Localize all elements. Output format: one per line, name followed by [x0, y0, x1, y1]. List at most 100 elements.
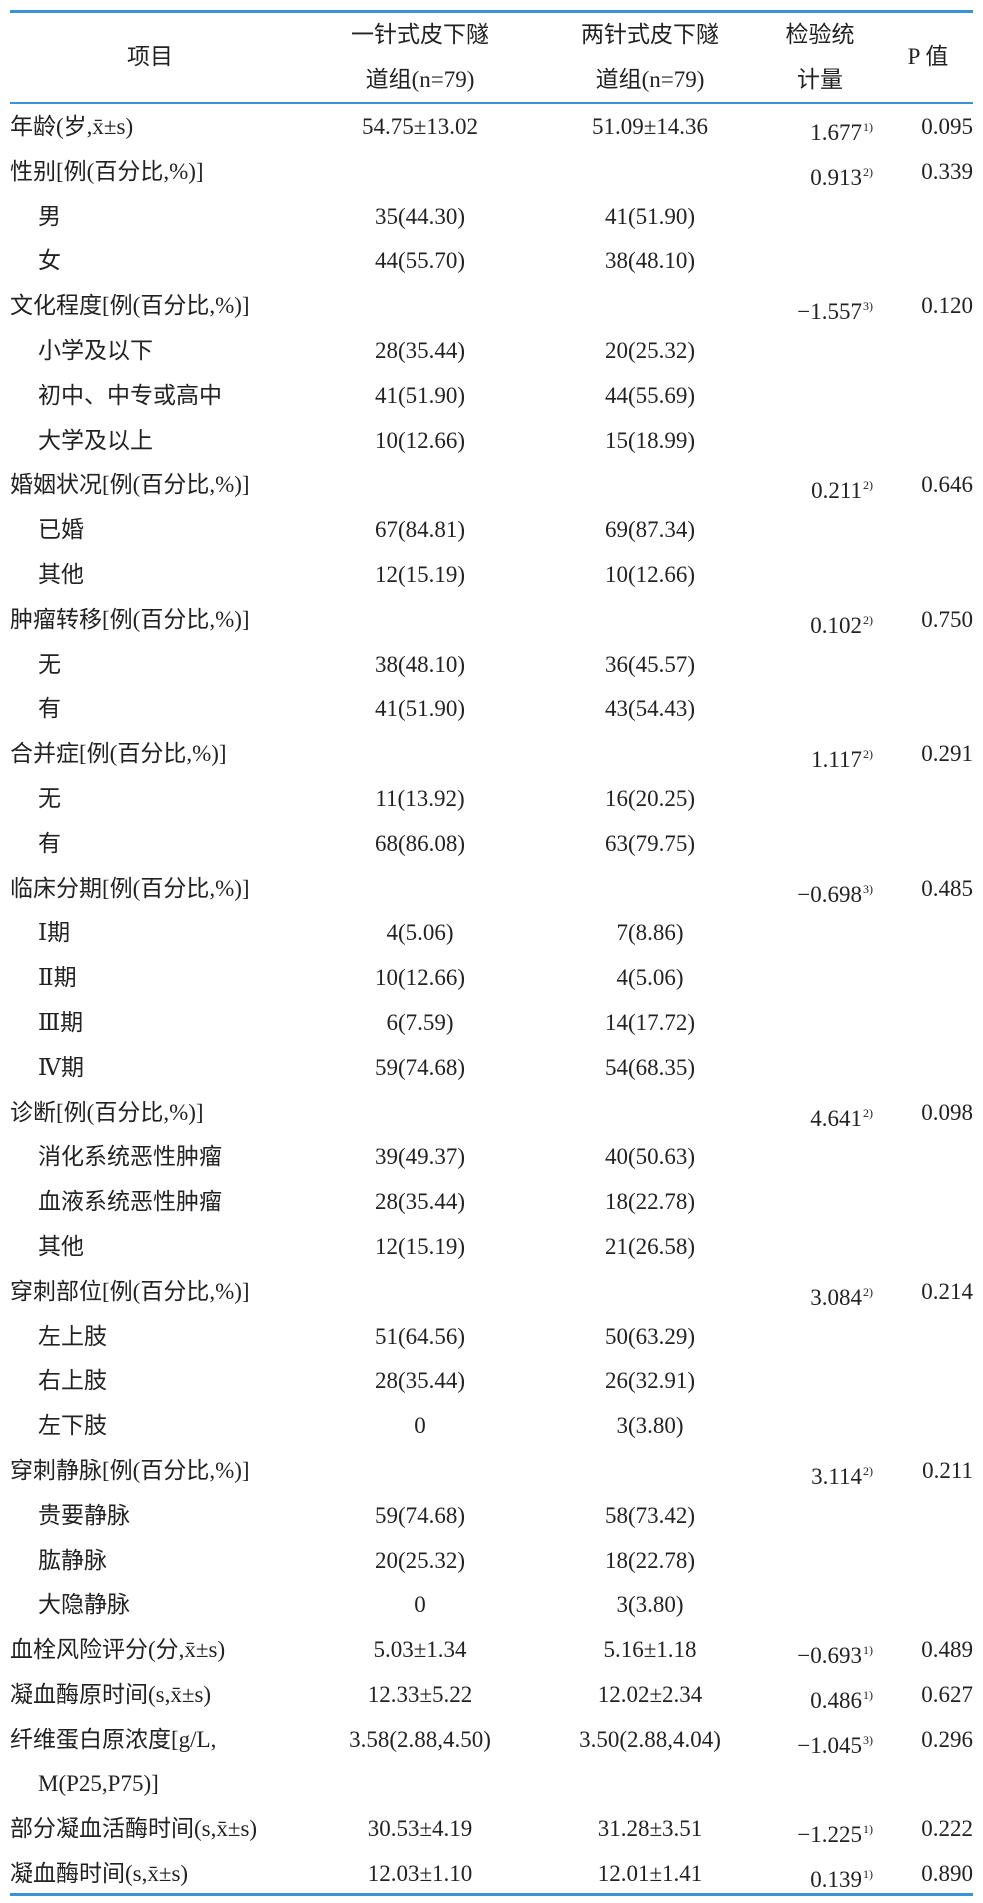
stat-value: −1.225: [797, 1822, 862, 1848]
group2-value: 40(50.63): [604, 1144, 696, 1170]
test-statistic: 0.1391): [810, 1852, 873, 1903]
group1-value: 67(84.81): [374, 517, 466, 543]
table-row: 有 41(51.90) 43(54.43): [10, 687, 973, 732]
table-row: 右上肢 28(35.44) 26(32.91): [10, 1359, 973, 1404]
table-row: 小学及以下 28(35.44) 20(25.32): [10, 329, 973, 374]
group1-value: 20(25.32): [374, 1547, 466, 1573]
p-value: 0.646: [921, 472, 973, 498]
table-row: 肱静脉 20(25.32) 18(22.78): [10, 1539, 973, 1584]
row-label: 大隐静脉: [38, 1592, 130, 1618]
row-label: 有: [38, 830, 61, 856]
table-row: 凝血酶时间(s,x̄±s) 12.03±1.10 12.01±1.41 0.1391)…: [10, 1852, 973, 1897]
group1-value: 5.03±1.34: [373, 1637, 467, 1663]
group1-value: 10(12.66): [374, 965, 466, 991]
p-value: 0.489: [921, 1637, 973, 1663]
test-statistic: [872, 911, 873, 962]
group1-value: 12(15.19): [374, 561, 466, 587]
table-row: 左下肢 0 3(3.80): [10, 1404, 973, 1449]
table-row: 肿瘤转移[例(百分比,%)] 0.1022) 0.750: [10, 598, 973, 643]
table-row: 大隐静脉 0 3(3.80): [10, 1583, 973, 1628]
test-statistic: [872, 1046, 873, 1097]
p-value: 0.485: [921, 875, 973, 901]
p-value: 0.339: [921, 158, 973, 184]
stat-value: 0.139: [810, 1867, 862, 1893]
p-value: 0.291: [921, 741, 973, 767]
table-row: 大学及以上 10(12.66) 15(18.99): [10, 419, 973, 464]
header-group2: 两针式皮下隧 道组(n=79): [520, 12, 780, 102]
group2-value: 5.16±1.18: [603, 1637, 697, 1663]
group1-value: 0: [414, 1592, 426, 1618]
test-statistic: −0.6931): [797, 1628, 873, 1679]
group2-value: 7(8.86): [616, 920, 684, 946]
row-label: 无: [38, 785, 61, 811]
group1-value: 41(51.90): [374, 382, 466, 408]
test-statistic: 1.6771): [810, 105, 873, 156]
table-row: 文化程度[例(百分比,%)] −1.5573) 0.120: [10, 284, 973, 329]
test-statistic: 3.0842): [810, 1270, 873, 1321]
p-value: 0.750: [921, 606, 973, 632]
stat-footnote: 1): [863, 1643, 873, 1658]
test-statistic: [872, 643, 873, 694]
row-label: 有: [38, 696, 61, 722]
header-stat: 检验统 计量: [760, 12, 880, 102]
group2-value: 38(48.10): [604, 248, 696, 274]
test-statistic: [872, 1404, 873, 1455]
row-label: 婚姻状况[例(百分比,%)]: [10, 472, 250, 498]
table-header: 项目 一针式皮下隧 道组(n=79) 两针式皮下隧 道组(n=79) 检验统 计…: [10, 12, 973, 103]
row-label: 部分凝血活酶时间(s,x̄±s): [10, 1816, 258, 1842]
table-body: 年龄(岁,x̄±s) 54.75±13.02 51.09±14.36 1.6771) 0…: [10, 105, 973, 1897]
group1-value: 59(74.68): [374, 1502, 466, 1528]
test-statistic: [872, 687, 873, 738]
stat-value: 0.211: [811, 478, 862, 504]
table-row: 婚姻状况[例(百分比,%)] 0.2112) 0.646: [10, 463, 973, 508]
row-label: 初中、中专或高中: [38, 382, 222, 408]
row-label: 贵要静脉: [38, 1502, 130, 1528]
table-row: 纤维蛋白原浓度[g/L, M(P25,P75)] 3.58(2.88,4.50) 3.…: [10, 1718, 973, 1808]
p-value: 0.222: [921, 1816, 973, 1842]
test-statistic: [872, 1494, 873, 1545]
row-label: 凝血酶时间(s,x̄±s): [10, 1861, 189, 1887]
stat-value: 1.677: [810, 120, 862, 145]
group1-value: 30.53±4.19: [367, 1816, 473, 1842]
group1-value: 28(35.44): [374, 1368, 466, 1394]
header-stat-line2: 计量: [797, 67, 843, 92]
group2-value: 50(63.29): [604, 1323, 696, 1349]
p-value: 0.211: [922, 1457, 973, 1483]
stat-footnote: 2): [863, 164, 873, 179]
test-statistic: 3.1142): [811, 1449, 873, 1500]
table-row: Ⅳ期 59(74.68) 54(68.35): [10, 1046, 973, 1091]
p-value: 0.098: [921, 1099, 973, 1125]
test-statistic: [872, 1180, 873, 1231]
group1-value: 44(55.70): [374, 248, 466, 274]
group2-value: 58(73.42): [604, 1502, 696, 1528]
row-label: 大学及以上: [38, 427, 153, 453]
row-label: 年龄(岁,x̄±s): [10, 114, 134, 139]
row-label: 血液系统恶性肿瘤: [38, 1189, 222, 1215]
group2-value: 51.09±14.36: [591, 114, 709, 139]
header-group1: 一针式皮下隧 道组(n=79): [290, 12, 550, 102]
table-row: 穿刺部位[例(百分比,%)] 3.0842) 0.214: [10, 1270, 973, 1315]
test-statistic: −1.2251): [797, 1807, 873, 1858]
group2-value: 18(22.78): [604, 1189, 696, 1215]
table-row: 部分凝血活酶时间(s,x̄±s) 30.53±4.19 31.28±3.51 −1.2…: [10, 1807, 973, 1852]
header-rule: [10, 102, 973, 104]
table-row: 诊断[例(百分比,%)] 4.6412) 0.098: [10, 1091, 973, 1136]
row-label: 性别[例(百分比,%)]: [10, 158, 204, 184]
group2-value: 36(45.57): [604, 651, 696, 677]
table-row: 其他 12(15.19) 10(12.66): [10, 553, 973, 598]
p-value: 0.890: [921, 1861, 973, 1887]
group2-value: 54(68.35): [604, 1054, 696, 1080]
table-row: 凝血酶原时间(s,x̄±s) 12.33±5.22 12.02±2.34 0.4861…: [10, 1673, 973, 1718]
row-label: 男: [38, 203, 61, 229]
table-row: 合并症[例(百分比,%)] 1.1172) 0.291: [10, 732, 973, 777]
table-row: 无 38(48.10) 36(45.57): [10, 643, 973, 688]
stat-footnote: 1): [863, 1822, 873, 1837]
stat-value: 0.102: [810, 612, 862, 638]
stat-footnote: 3): [863, 881, 873, 896]
row-label: 小学及以下: [38, 337, 153, 363]
group1-value: 12.33±5.22: [367, 1681, 473, 1707]
row-label: 左下肢: [38, 1413, 107, 1439]
test-statistic: 4.6412): [810, 1091, 873, 1142]
stat-footnote: 3): [863, 299, 873, 314]
group1-value: 10(12.66): [374, 427, 466, 453]
